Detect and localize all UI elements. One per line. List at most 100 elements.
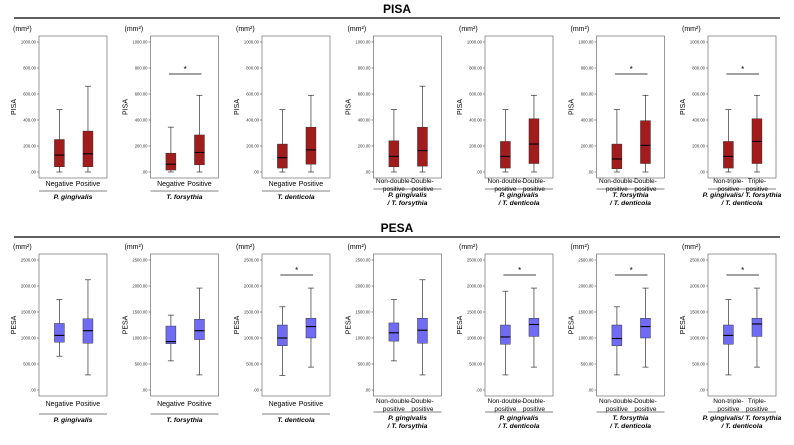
panel-pisa-1-group-label: P. gingivalis bbox=[54, 194, 93, 201]
panel-pisa-5-group-label: P. gingivalis bbox=[500, 192, 539, 199]
panel-pesa-7-ytick-label: 500.00 bbox=[692, 362, 705, 367]
panel-pesa-2-category-label: Negative bbox=[157, 401, 185, 408]
panel-pesa-7-category-label: Non-triple- bbox=[713, 398, 743, 405]
panel-pisa-6-ytick-label: 1000.00 bbox=[578, 40, 594, 45]
panel-pesa-3-unit: (mm²) bbox=[236, 244, 255, 251]
panel-pesa-4-frame bbox=[373, 253, 442, 397]
panel-pisa-6-ytick-label: 600.00 bbox=[581, 92, 594, 97]
panel-pesa-6-category-label: Double- bbox=[634, 398, 657, 405]
panel-pisa-2-significance-star: * bbox=[184, 65, 187, 74]
panel-pesa-2-box-1 bbox=[165, 325, 177, 344]
panel-pesa-5-ytick-label: 500.00 bbox=[469, 362, 482, 367]
panel-pisa-6-category-label: positive bbox=[634, 186, 656, 193]
panel-pesa-3-significance-star: * bbox=[295, 266, 298, 275]
panel-pisa-6-category-label: Double- bbox=[634, 178, 657, 185]
panel-pisa-3-ytick-label: 600.00 bbox=[246, 92, 259, 97]
panel-pisa-3-ytick-label: 800.00 bbox=[246, 66, 259, 71]
panel-pesa-7-ytick-label: 2000.00 bbox=[690, 284, 706, 289]
panel-pesa-3-ytick-label: 1500.00 bbox=[244, 310, 260, 315]
panel-pisa-7-ytick-label: 600.00 bbox=[692, 92, 705, 97]
panel-pisa-4-group-label: / T. forsythia bbox=[387, 200, 428, 207]
panel-pisa-5-ytick-label: 1000.00 bbox=[467, 40, 483, 45]
panel-pisa-1-ytick-label: 1000.00 bbox=[21, 40, 37, 45]
panel-pesa-5-frame bbox=[484, 253, 554, 397]
panel-pesa-4-ylabel: PESA bbox=[346, 315, 353, 334]
panel-pesa-5-category-label: Double- bbox=[523, 398, 546, 405]
panel-pesa-5-ytick-label: .00 bbox=[476, 388, 482, 393]
panel-pesa-6-ytick-label: 1500.00 bbox=[578, 310, 594, 315]
panel-pisa-4-ytick-label: 600.00 bbox=[358, 92, 371, 97]
panel-pisa-7-box-1 bbox=[723, 141, 734, 169]
panel-pesa-1-group-label: P. gingivalis bbox=[54, 417, 93, 424]
panel-pisa-2-box-1 bbox=[165, 152, 177, 171]
panel-pesa-7-frame bbox=[707, 253, 777, 397]
panel-pesa-1-box-1 bbox=[54, 323, 65, 343]
panel-pesa-2-ytick-label: 1000.00 bbox=[132, 336, 148, 341]
panel-pesa-2-ylabel: PESA bbox=[123, 315, 130, 334]
panel-pisa-7-unit: (mm²) bbox=[682, 26, 701, 33]
panel-pesa-5-ytick-label: 1000.00 bbox=[467, 336, 483, 341]
panel-pesa-5-unit: (mm²) bbox=[459, 244, 478, 251]
panel-pisa-1-ytick-label: 400.00 bbox=[23, 118, 36, 123]
panel-pisa-3-ytick-label: 1000.00 bbox=[244, 40, 260, 45]
panel-pisa-6-category-label: Non-double- bbox=[599, 178, 635, 185]
panel-pisa-4-frame bbox=[373, 35, 442, 179]
panel-pesa-2-ytick-label: 2000.00 bbox=[132, 284, 148, 289]
panel-pisa-7-ytick-label: .00 bbox=[699, 170, 705, 175]
panel-pisa-4-category-label: Double- bbox=[411, 178, 434, 185]
panel-pisa-1-box-2 bbox=[82, 130, 94, 168]
panel-pisa-3-group-label: T. denticola bbox=[277, 194, 314, 201]
panel-pisa-5-ytick-label: 200.00 bbox=[469, 144, 482, 149]
panel-pesa-3-category-label: Positive bbox=[299, 401, 324, 408]
panel-pisa-5-box-1 bbox=[500, 141, 511, 169]
panel-pisa-7-category-label: positive bbox=[746, 186, 768, 193]
panel-pisa-4-box-2 bbox=[417, 126, 428, 167]
panel-pesa-6-box-2 bbox=[640, 318, 651, 339]
panel-pesa-7-unit: (mm²) bbox=[682, 244, 701, 251]
panel-pisa-6-unit: (mm²) bbox=[571, 26, 590, 33]
panel-pisa-6-category-label: positive bbox=[606, 186, 628, 193]
panel-pisa-4-ytick-label: .00 bbox=[365, 170, 371, 175]
panel-pisa-2-frame bbox=[150, 35, 219, 179]
panel-pesa-3-frame bbox=[261, 253, 331, 397]
panel-pisa-5-category-label: positive bbox=[494, 186, 516, 193]
panel-pisa-3-ylabel: PISA bbox=[234, 99, 241, 115]
panel-pesa-1-category-label: Positive bbox=[76, 401, 101, 408]
panel-pesa-4-ytick-label: .00 bbox=[365, 388, 371, 393]
panel-pisa-5-category-label: Non-double- bbox=[488, 178, 524, 185]
panel-pesa-1-ytick-label: 2500.00 bbox=[21, 258, 37, 263]
panel-pisa-6-box-2 bbox=[640, 120, 651, 164]
panel-pesa-6-group-label: / T. denticola bbox=[609, 423, 651, 430]
panel-pesa-6-category-label: Non-double- bbox=[599, 398, 635, 405]
panel-pesa-3-ytick-label: 2000.00 bbox=[244, 284, 260, 289]
panel-pisa-5-box-2 bbox=[528, 118, 540, 164]
panel-pesa-6-ytick-label: 500.00 bbox=[581, 362, 594, 367]
panel-pisa-1-category-label: Positive bbox=[76, 181, 101, 188]
panel-pisa-6-ytick-label: .00 bbox=[588, 170, 594, 175]
panel-pesa-1-ytick-label: 500.00 bbox=[23, 362, 36, 367]
panel-pisa-4-category-label: positive bbox=[383, 186, 405, 193]
panel-pisa-5-ytick-label: 800.00 bbox=[469, 66, 482, 71]
panel-pesa-5-ytick-label: 1500.00 bbox=[467, 310, 483, 315]
panel-pesa-6-ytick-label: 2500.00 bbox=[578, 258, 594, 263]
panel-pesa-6-box-1 bbox=[611, 324, 623, 346]
panel-pisa-2-ytick-label: .00 bbox=[142, 170, 148, 175]
panel-pesa-2-group-label: T. forsythia bbox=[166, 417, 202, 424]
panel-pisa-4-ytick-label: 200.00 bbox=[358, 144, 371, 149]
panel-pesa-1-unit: (mm²) bbox=[13, 244, 32, 251]
panel-pesa-2-box-2 bbox=[194, 319, 205, 340]
panel-pesa-3-ytick-label: .00 bbox=[253, 388, 259, 393]
panel-pesa-4-ytick-label: 2500.00 bbox=[355, 258, 371, 263]
panel-pesa-2-unit: (mm²) bbox=[125, 244, 144, 251]
panel-pisa-5-category-label: positive bbox=[523, 186, 545, 193]
panel-pisa-5-unit: (mm²) bbox=[459, 26, 478, 33]
panel-pesa-7-category-label: positive bbox=[717, 406, 739, 413]
panel-pisa-2-category-label: Negative bbox=[157, 181, 185, 188]
panel-pesa-7-category-label: positive bbox=[746, 406, 768, 413]
panel-pesa-6-ylabel: PESA bbox=[569, 315, 576, 334]
panel-pisa-3-unit: (mm²) bbox=[236, 26, 255, 33]
panel-pisa-7-group-label: / T. denticola bbox=[720, 200, 762, 207]
panel-pisa-3-category-label: Negative bbox=[269, 181, 297, 188]
